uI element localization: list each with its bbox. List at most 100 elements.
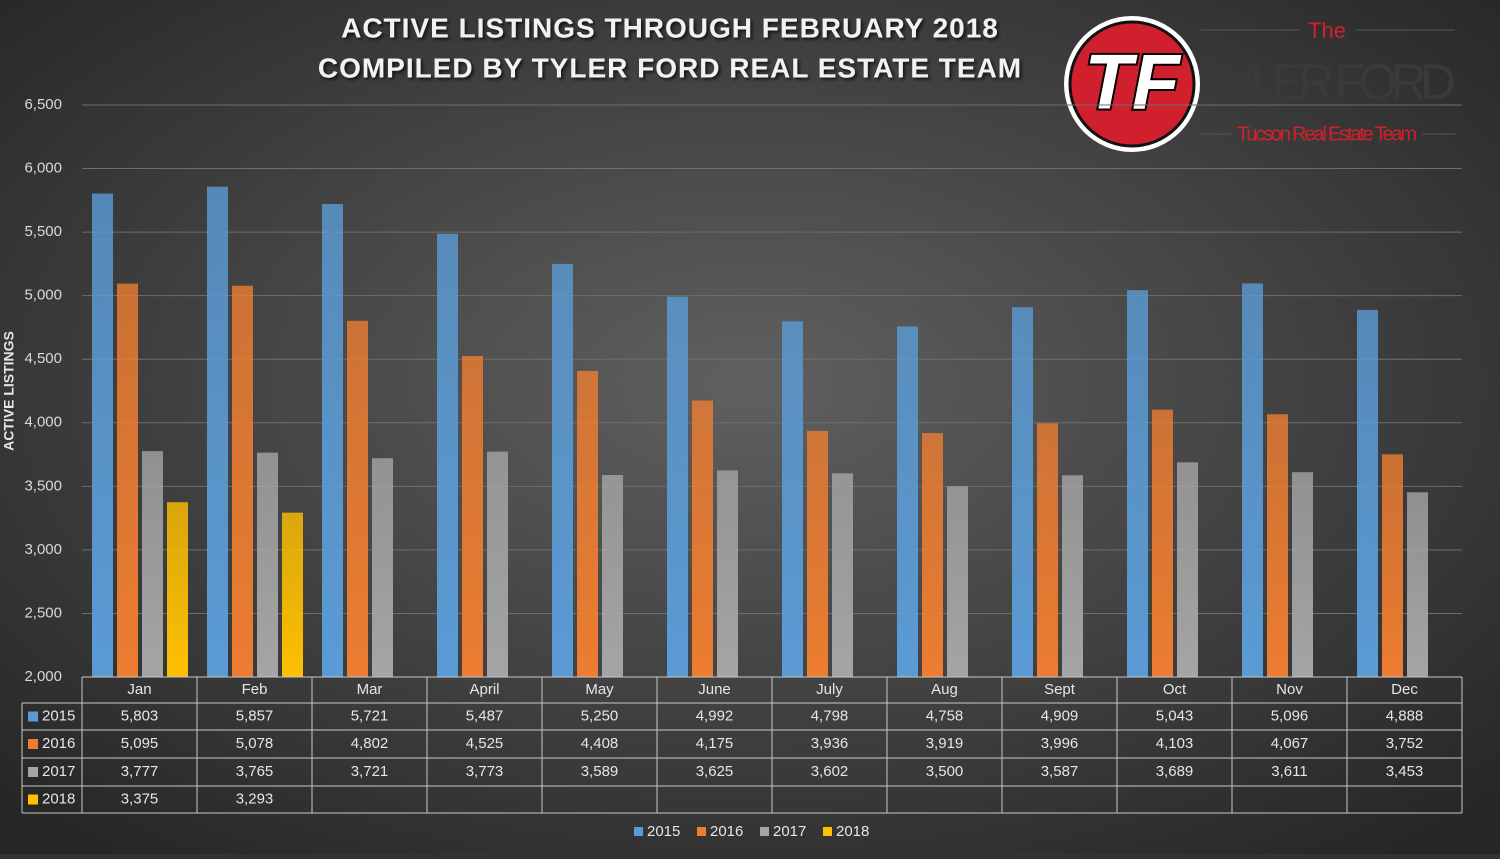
table-series-name: 2015: [42, 707, 75, 724]
table-cell: 3,936: [811, 735, 849, 752]
legend-label: 2017: [773, 823, 806, 840]
legend-key: [634, 827, 643, 836]
table-cell: 5,487: [466, 707, 504, 724]
y-tick-label: 2,000: [24, 668, 62, 685]
chart-subtitle: COMPILED BY TYLER FORD REAL ESTATE TEAM: [318, 52, 1022, 83]
table-cell: 3,611: [1271, 763, 1307, 780]
bar: [577, 370, 598, 677]
bar: [462, 356, 483, 677]
table-cell: 3,777: [121, 763, 159, 780]
table-series-name: 2017: [42, 763, 75, 780]
x-tick-label: June: [698, 681, 731, 698]
legend-key: [697, 827, 706, 836]
table-cell: 4,175: [696, 735, 734, 752]
bar: [552, 263, 573, 677]
table-cell: 5,095: [121, 735, 159, 752]
bar: [602, 475, 623, 677]
bar: [142, 451, 163, 677]
bar: [947, 486, 968, 677]
table-cell: 3,625: [696, 763, 734, 780]
table-cell: 4,888: [1386, 707, 1424, 724]
bar: [1357, 309, 1378, 677]
bar: [1062, 475, 1083, 677]
bar: [282, 512, 303, 677]
bar: [692, 400, 713, 677]
y-tick-label: 5,000: [24, 287, 62, 304]
bar: [1127, 290, 1148, 677]
x-tick-label: Aug: [931, 681, 958, 698]
table-series-name: 2016: [42, 735, 75, 752]
bar: [1177, 462, 1198, 677]
x-tick-label: May: [585, 681, 614, 698]
x-tick-label: Feb: [242, 681, 268, 698]
y-tick-label: 4,500: [24, 350, 62, 367]
y-tick-label: 3,000: [24, 541, 62, 558]
x-tick-label: Mar: [357, 681, 383, 698]
x-tick-label: Oct: [1163, 681, 1187, 698]
bar: [807, 430, 828, 677]
x-tick-label: July: [816, 681, 843, 698]
bar: [207, 186, 228, 678]
chart-title: ACTIVE LISTINGS THROUGH FEBRUARY 2018: [341, 12, 999, 43]
bar: [117, 283, 138, 677]
table-cell: 5,857: [236, 707, 274, 724]
bar: [322, 204, 343, 677]
bar: [92, 193, 113, 678]
bar: [257, 452, 278, 677]
table-cell: 3,721: [351, 763, 389, 780]
table-key: [28, 794, 38, 805]
bar: [167, 502, 188, 677]
table-cell: 4,758: [926, 707, 964, 724]
table-cell: 3,375: [121, 790, 159, 807]
bar: [1382, 454, 1403, 677]
table-cell: 3,773: [466, 763, 504, 780]
table-series-name: 2018: [42, 790, 75, 807]
logo-mark: TF: [1084, 38, 1182, 126]
table-cell: 4,802: [351, 735, 389, 752]
table-cell: 3,602: [811, 763, 849, 780]
legend-label: 2018: [836, 823, 869, 840]
x-tick-label: April: [469, 681, 499, 698]
bar: [1407, 492, 1428, 677]
table-cell: 4,798: [811, 707, 849, 724]
table-cell: 5,721: [351, 707, 389, 724]
legend-label: 2015: [647, 823, 680, 840]
table-cell: 5,250: [581, 707, 619, 724]
y-axis-label: ACTIVE LISTINGS: [1, 331, 17, 451]
bar: [1292, 472, 1313, 677]
table-key: [28, 767, 38, 777]
bar: [1152, 409, 1173, 677]
bar: [487, 451, 508, 677]
table-cell: 5,043: [1156, 707, 1194, 724]
bar: [717, 470, 738, 677]
table-cell: 3,589: [581, 763, 619, 780]
table-cell: 5,096: [1271, 707, 1309, 724]
x-tick-label: Jan: [127, 681, 151, 698]
table-cell: 5,078: [236, 735, 274, 752]
logo-tagline: Tucson Real Estate Team: [1237, 123, 1417, 145]
bar: [1012, 307, 1033, 677]
table-key: [28, 711, 38, 722]
bar: [1242, 283, 1263, 677]
bar: [832, 473, 853, 677]
bar: [782, 321, 803, 677]
table-cell: 4,103: [1156, 735, 1194, 752]
legend-key: [823, 827, 832, 836]
logo: TF The TYLER FORD Tucson Real Estate Tea…: [1064, 16, 1456, 152]
bar: [372, 458, 393, 677]
x-tick-label: Nov: [1276, 681, 1303, 698]
table-key: [28, 739, 38, 749]
bar: [232, 285, 253, 677]
table-cell: 3,587: [1041, 763, 1079, 780]
bar: [922, 433, 943, 677]
table-cell: 3,919: [926, 735, 964, 752]
bar: [1267, 414, 1288, 677]
table-cell: 4,992: [696, 707, 734, 724]
y-tick-label: 6,000: [24, 160, 62, 177]
table-cell: 4,909: [1041, 707, 1079, 724]
y-tick-label: 5,500: [24, 223, 62, 240]
y-tick-label: 4,000: [24, 414, 62, 431]
table-cell: 3,752: [1386, 735, 1424, 752]
y-tick-label: 6,500: [24, 96, 62, 113]
